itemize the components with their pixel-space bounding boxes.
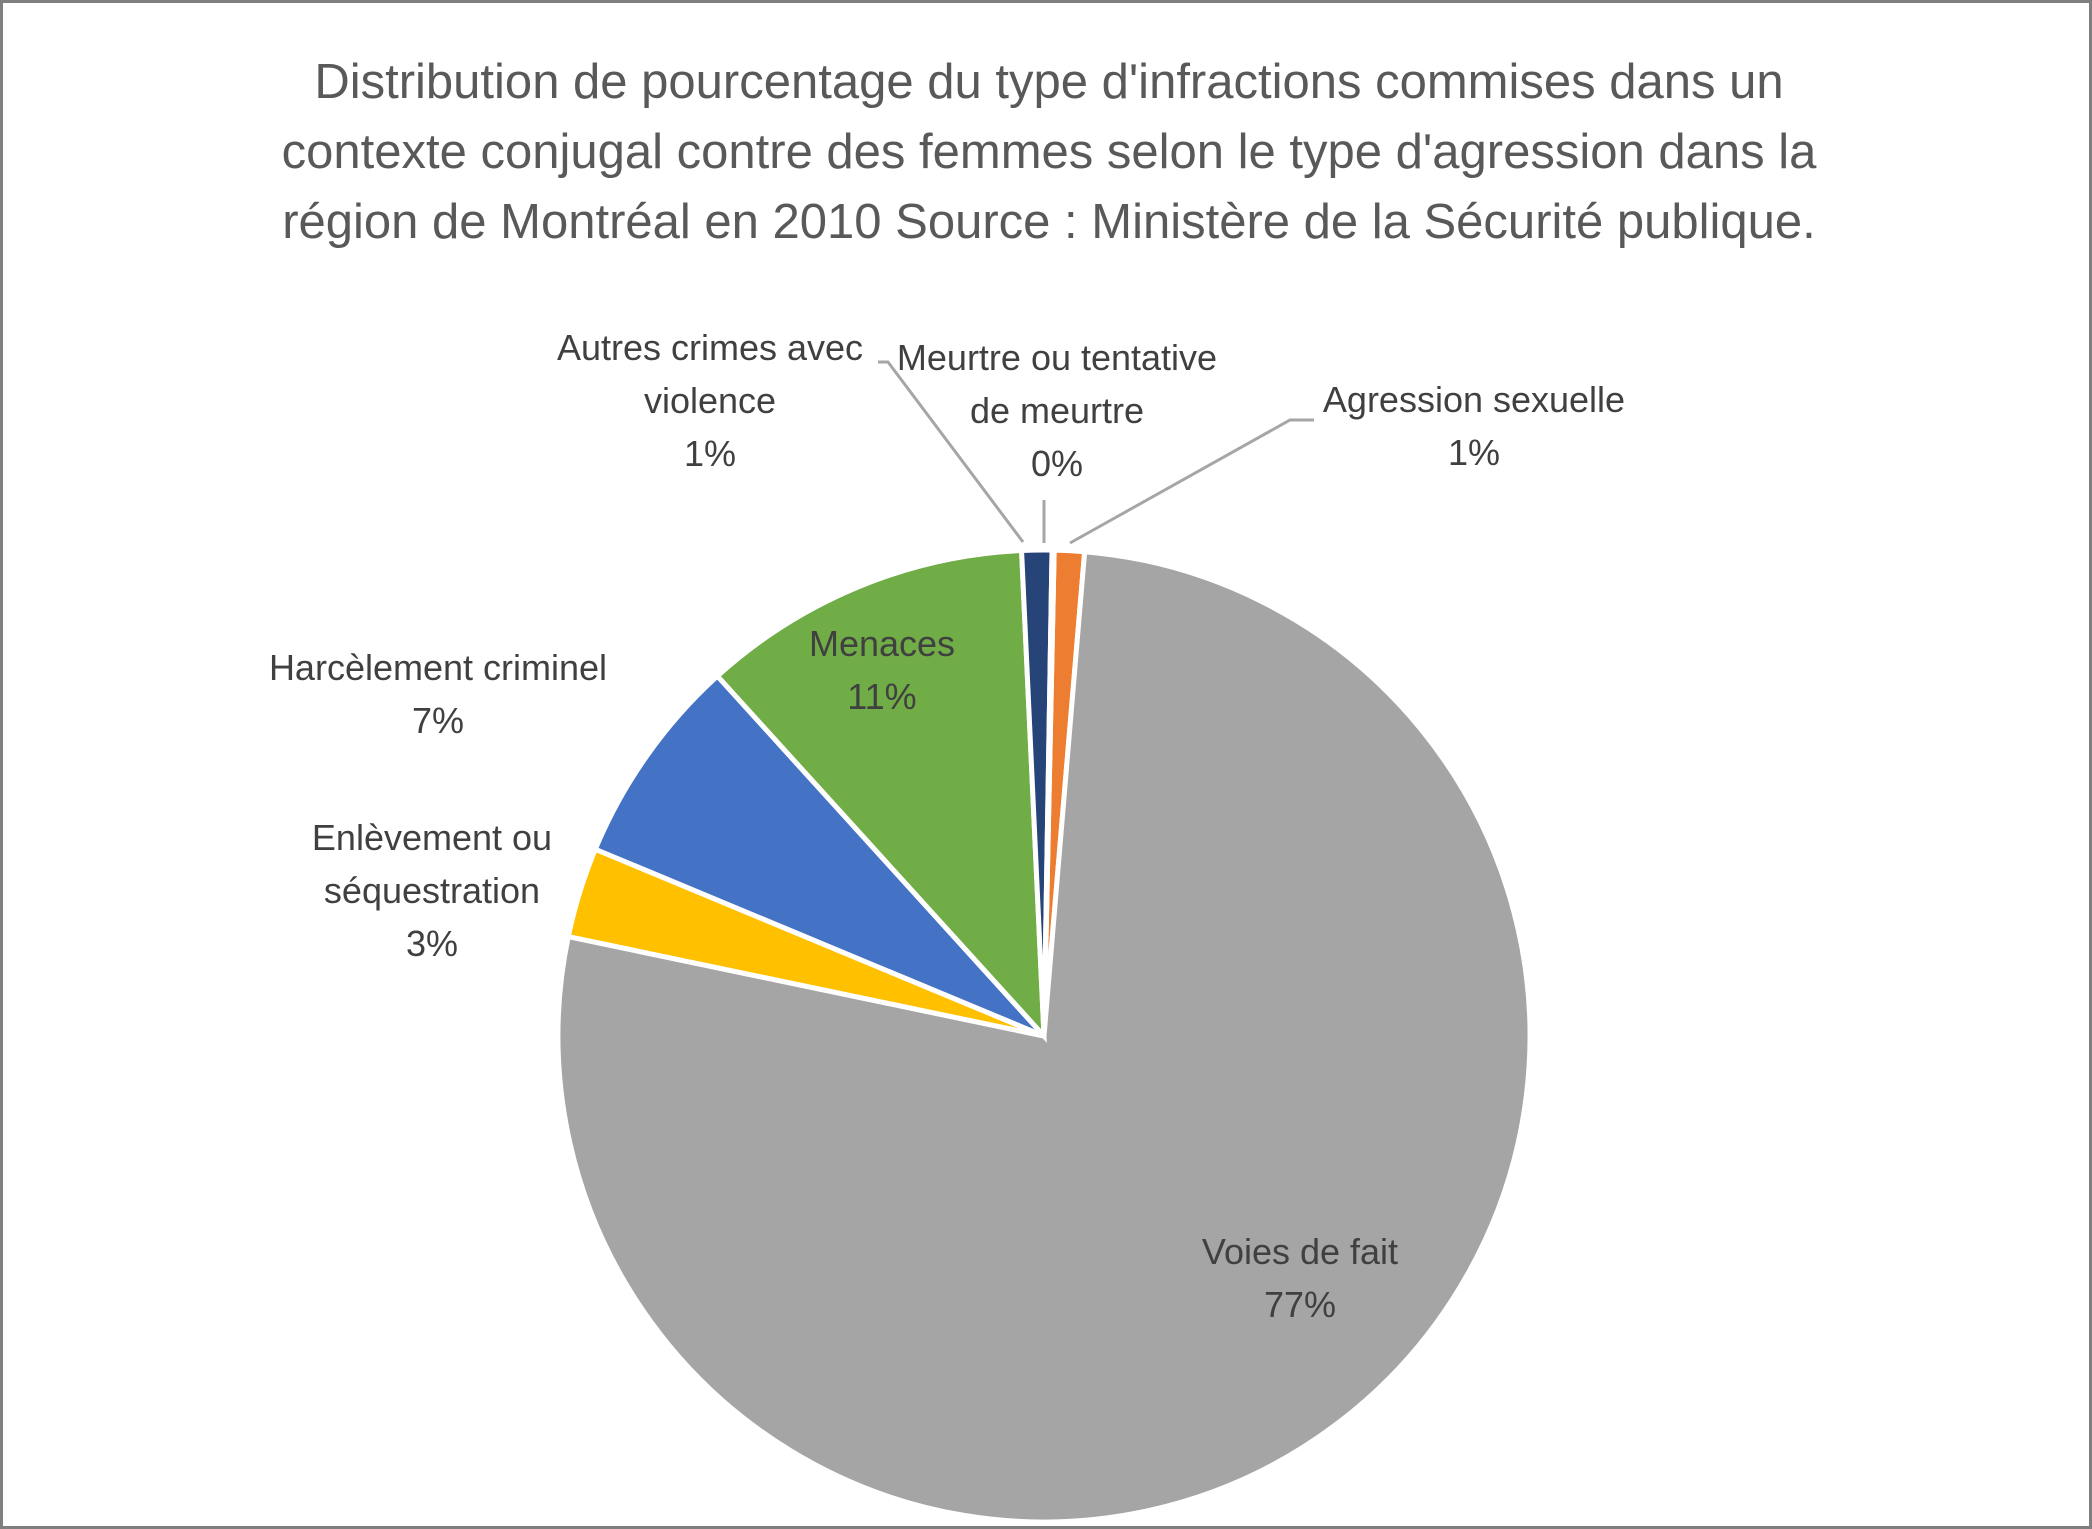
data-label-text: Autres crimes avec xyxy=(557,327,863,368)
data-label-value: 3% xyxy=(406,923,458,964)
data-label-meurtre-ou-tentative-de-meurtre: Meurtre ou tentative de meurtre 0% xyxy=(897,337,1217,484)
pie-slice-menaces xyxy=(713,547,1047,1043)
data-label-autres-crimes-avec-violence: Autres crimes avec violence 1% xyxy=(557,327,863,474)
data-label-menaces: Menaces 11% xyxy=(809,623,955,717)
data-label-text: de meurtre xyxy=(970,390,1144,431)
data-label-value: 11% xyxy=(847,676,916,717)
data-label-value: 0% xyxy=(1031,443,1083,484)
data-label-harcelement-criminel: Harcèlement criminel 7% xyxy=(269,647,607,741)
pie-slices xyxy=(555,547,1533,1525)
data-label-agression-sexuelle: Agression sexuelle 1% xyxy=(1323,379,1625,473)
chart-title-line-2: contexte conjugal contre des femmes selo… xyxy=(281,125,1817,179)
pie-slice-meurtre-ou-tentative-de-meurtre xyxy=(1041,547,1057,1037)
leader-lines xyxy=(878,360,1314,545)
data-label-text: Voies de fait xyxy=(1202,1231,1398,1272)
data-label-text: Menaces xyxy=(809,623,955,664)
pie-slice-harcelement-criminel xyxy=(592,672,1046,1039)
data-label-value: 1% xyxy=(684,433,736,474)
data-labels: Agression sexuelle 1% Voies de fait 77% Enlè… xyxy=(269,327,1625,1325)
data-label-text: violence xyxy=(644,380,776,421)
leader-line-agression-sexuelle xyxy=(1069,418,1314,545)
data-label-text: Agression sexuelle xyxy=(1323,379,1625,420)
leader-line-autres-crimes-avec-violence xyxy=(878,360,1025,543)
chart-title-line-1: Distribution de pourcentage du type d'in… xyxy=(314,55,1784,109)
data-label-voies-de-fait: Voies de fait 77% xyxy=(1202,1231,1398,1325)
data-label-text: séquestration xyxy=(324,870,540,911)
chart-title-line-3: région de Montréal en 2010 Source : Mini… xyxy=(282,195,1816,249)
chart-title: Distribution de pourcentage du type d'in… xyxy=(123,47,1975,257)
data-label-enlevement-ou-sequestration: Enlèvement ou séquestration 3% xyxy=(312,817,552,964)
data-label-text: Enlèvement ou xyxy=(312,817,552,858)
data-label-value: 1% xyxy=(1448,432,1500,473)
data-label-text: Harcèlement criminel xyxy=(269,647,607,688)
data-label-text: Meurtre ou tentative xyxy=(897,337,1217,378)
data-label-value: 77% xyxy=(1264,1284,1336,1325)
data-label-value: 7% xyxy=(412,700,464,741)
